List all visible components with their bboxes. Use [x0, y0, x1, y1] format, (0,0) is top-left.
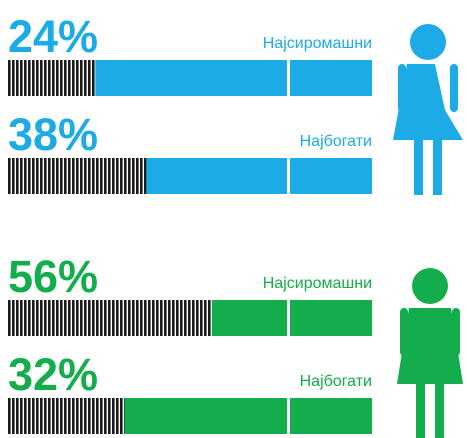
bar-divider — [287, 60, 290, 96]
category-label: Најбогати — [300, 373, 372, 390]
bar — [8, 300, 212, 336]
female-icon-green — [397, 268, 463, 438]
bar-divider — [287, 158, 290, 194]
category-label: Најсиромашни — [263, 35, 372, 52]
bar — [8, 60, 96, 96]
bar-divider — [287, 398, 290, 434]
bar-divider — [287, 300, 290, 336]
value-label: 56% — [8, 251, 98, 302]
value-label: 38% — [8, 109, 98, 160]
value-label: 24% — [8, 11, 98, 62]
bar — [8, 398, 125, 434]
female-icon-blue — [393, 24, 463, 195]
category-label: Најсиромашни — [263, 275, 372, 292]
bar — [8, 158, 147, 194]
value-label: 32% — [8, 349, 98, 400]
category-label: Најбогати — [300, 133, 372, 150]
